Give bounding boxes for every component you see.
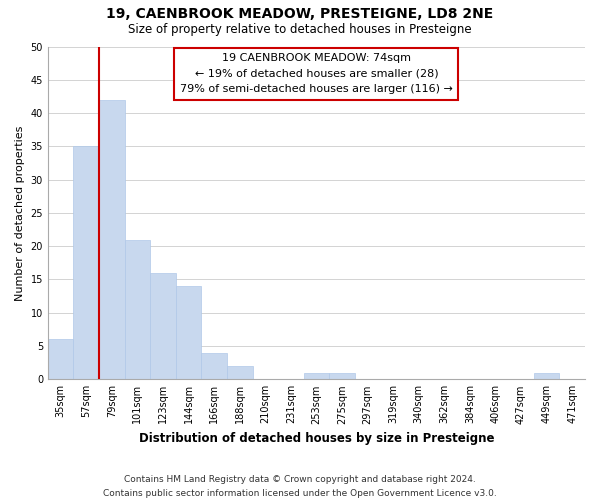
Bar [304, 372, 329, 380]
Text: Contains HM Land Registry data © Crown copyright and database right 2024.
Contai: Contains HM Land Registry data © Crown c… [103, 476, 497, 498]
Bar [176, 286, 202, 380]
Bar [73, 146, 99, 380]
Bar [150, 273, 176, 380]
Bar [125, 240, 150, 380]
Y-axis label: Number of detached properties: Number of detached properties [15, 125, 25, 300]
Bar [534, 372, 559, 380]
Bar [227, 366, 253, 380]
X-axis label: Distribution of detached houses by size in Presteigne: Distribution of detached houses by size … [139, 432, 494, 445]
Bar [48, 340, 73, 380]
Text: Size of property relative to detached houses in Presteigne: Size of property relative to detached ho… [128, 22, 472, 36]
Text: 19, CAENBROOK MEADOW, PRESTEIGNE, LD8 2NE: 19, CAENBROOK MEADOW, PRESTEIGNE, LD8 2N… [106, 8, 494, 22]
Bar [202, 352, 227, 380]
Bar [329, 372, 355, 380]
Text: 19 CAENBROOK MEADOW: 74sqm
← 19% of detached houses are smaller (28)
79% of semi: 19 CAENBROOK MEADOW: 74sqm ← 19% of deta… [180, 53, 453, 94]
Bar [99, 100, 125, 380]
